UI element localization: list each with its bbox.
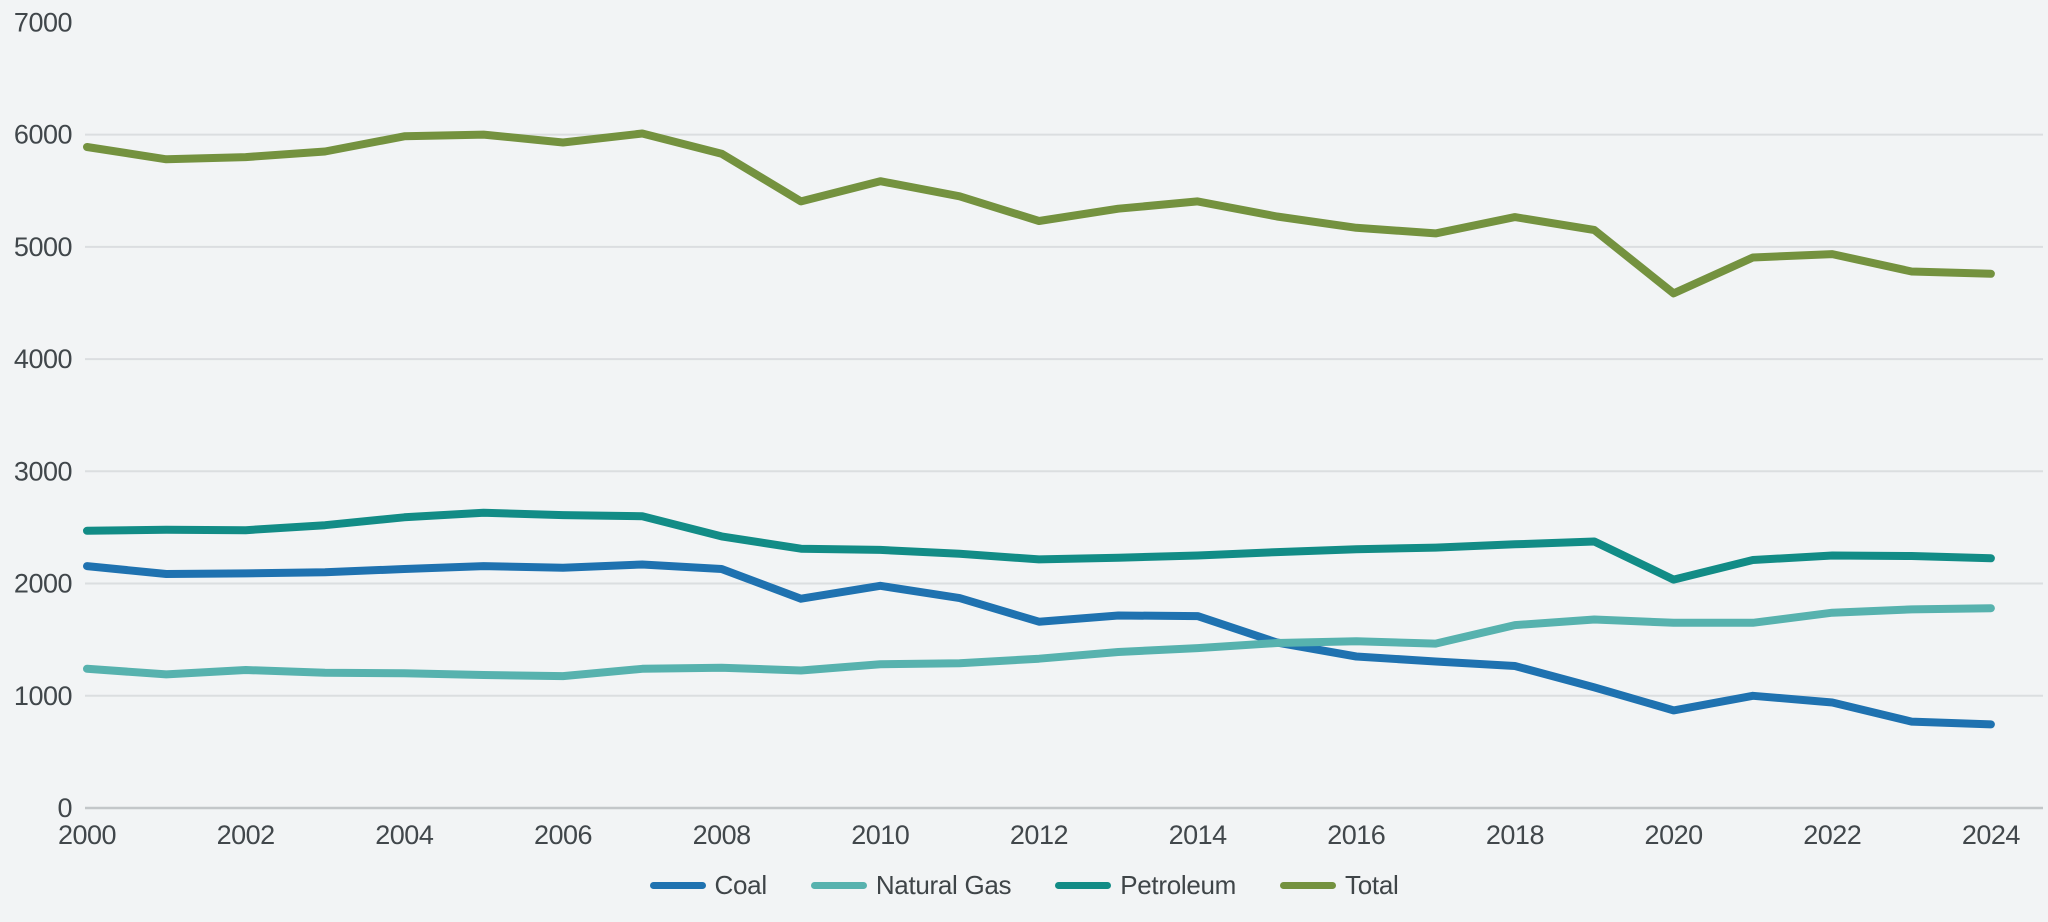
series-line-petroleum (83, 508, 1995, 584)
legend-swatch (810, 881, 867, 889)
legend-item-coal[interactable]: Coal (649, 870, 768, 900)
legend-item-natural-gas[interactable]: Natural Gas (810, 870, 1012, 900)
x-tick-label: 2008 (693, 820, 751, 850)
y-tick-label: 3000 (14, 456, 72, 486)
legend-swatch (649, 881, 706, 889)
legend-label: Total (1345, 870, 1399, 900)
series-line-coal (83, 560, 1995, 729)
x-tick-label: 2018 (1486, 820, 1544, 850)
chart-legend: Coal Natural Gas Petroleum Total (0, 872, 2048, 898)
y-tick-label: 6000 (14, 120, 72, 150)
y-tick-label: 7000 (14, 7, 72, 37)
x-tick-label: 2020 (1645, 820, 1703, 850)
x-tick-label: 2006 (534, 820, 592, 850)
y-tick-label: 5000 (14, 232, 72, 262)
x-tick-label: 2000 (58, 820, 116, 850)
legend-swatch (1280, 881, 1337, 889)
x-tick-label: 2024 (1962, 820, 2021, 850)
y-tick-label: 0 (57, 793, 72, 823)
x-tick-label: 2010 (851, 820, 909, 850)
legend-item-petroleum[interactable]: Petroleum (1055, 872, 1236, 898)
x-tick-label: 2022 (1803, 820, 1861, 850)
y-tick-label: 4000 (14, 344, 72, 374)
x-tick-label: 2002 (217, 820, 275, 850)
legend-label: Petroleum (1120, 870, 1237, 900)
series-line-total (83, 129, 1995, 298)
legend-item-total[interactable]: Total (1280, 870, 1399, 900)
y-tick-label: 2000 (14, 569, 72, 599)
series-line-natural-gas (83, 604, 1995, 681)
x-tick-label: 2004 (375, 820, 434, 850)
x-tick-label: 2014 (1169, 820, 1228, 850)
x-tick-label: 2012 (1010, 820, 1068, 850)
legend-label: Coal (714, 870, 768, 900)
y-tick-label: 1000 (14, 681, 72, 711)
legend-label: Natural Gas (875, 870, 1012, 900)
legend-swatch (1055, 881, 1112, 889)
x-tick-label: 2016 (1327, 820, 1385, 850)
